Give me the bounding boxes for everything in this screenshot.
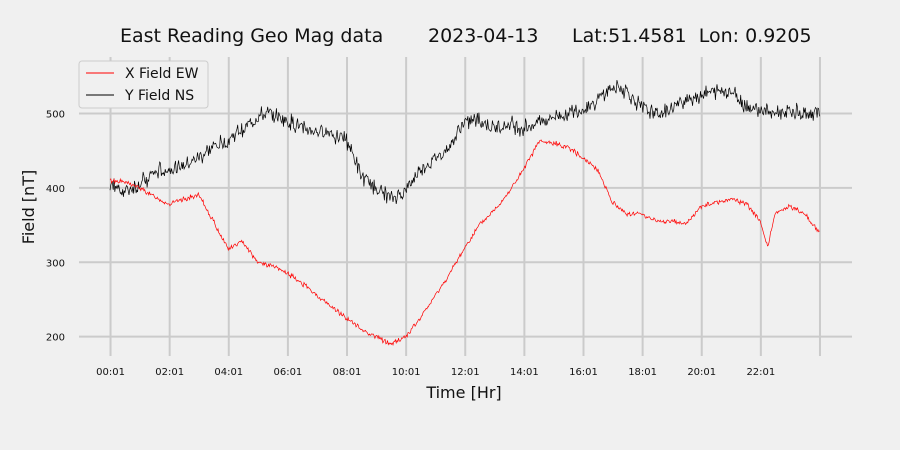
- x-axis-label: Time [Hr]: [425, 383, 501, 402]
- x-tick-label: 18:01: [628, 367, 657, 378]
- x-tick-label: 10:01: [392, 367, 421, 378]
- y-tick-label: 300: [46, 258, 65, 269]
- y-axis-label: Field [nT]: [19, 170, 38, 244]
- x-axis-ticks: 00:01 02:01 04:01 06:01 08:01 10:01 12:01 14:01…: [96, 367, 775, 378]
- legend-label-y-field-ns: Y Field NS: [124, 88, 194, 104]
- x-tick-label: 02:01: [155, 367, 184, 378]
- series-line-y-field-ns: [109, 80, 820, 204]
- x-tick-label: 22:01: [746, 367, 775, 378]
- y-tick-label: 400: [46, 184, 65, 195]
- x-tick-label: 04:01: [214, 367, 243, 378]
- y-tick-label: 500: [46, 110, 65, 121]
- x-tick-label: 00:01: [96, 367, 125, 378]
- x-tick-label: 12:01: [451, 367, 480, 378]
- x-tick-label: 08:01: [333, 367, 362, 378]
- series-layer: [109, 80, 820, 347]
- x-tick-label: 14:01: [510, 367, 539, 378]
- chart-title-location: Lat:51.4581 Lon: 0.9205: [572, 25, 812, 47]
- y-tick-label: 200: [46, 333, 65, 344]
- series-line-x-field-ew: [109, 139, 820, 347]
- x-tick-label: 20:01: [687, 367, 716, 378]
- y-axis-ticks: 200 300 400 500: [46, 110, 65, 344]
- x-tick-label: 16:01: [569, 367, 598, 378]
- chart-title-date: 2023-04-13: [428, 25, 538, 47]
- legend-label-x-field-ew: X Field EW: [125, 66, 199, 82]
- chart-title-name: East Reading Geo Mag data: [120, 25, 383, 47]
- x-tick-label: 06:01: [273, 367, 302, 378]
- legend: X Field EW Y Field NS: [78, 60, 209, 109]
